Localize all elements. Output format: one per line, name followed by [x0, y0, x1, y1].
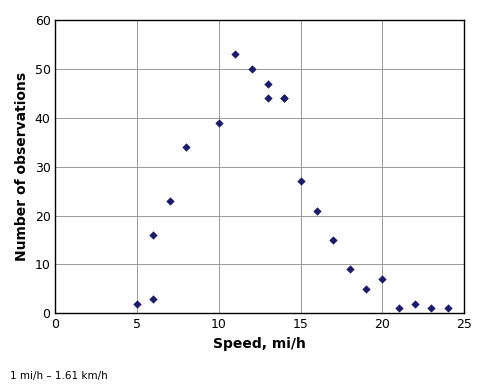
Point	[133, 300, 141, 306]
Y-axis label: Number of observations: Number of observations	[15, 72, 29, 261]
Point	[166, 198, 174, 204]
Point	[231, 51, 239, 57]
Point	[281, 95, 288, 101]
Point	[411, 300, 419, 306]
Point	[150, 296, 157, 302]
Point	[150, 232, 157, 238]
X-axis label: Speed, mi/h: Speed, mi/h	[213, 337, 306, 351]
Point	[329, 237, 337, 243]
Point	[264, 95, 272, 101]
Point	[362, 286, 370, 292]
Point	[281, 95, 288, 101]
Point	[297, 178, 304, 184]
Point	[346, 266, 354, 273]
Point	[182, 144, 190, 150]
Point	[428, 305, 435, 311]
Point	[313, 208, 321, 214]
Point	[264, 80, 272, 87]
Point	[444, 305, 451, 311]
Point	[248, 66, 256, 72]
Point	[378, 276, 386, 282]
Text: 1 mi/h – 1.61 km/h: 1 mi/h – 1.61 km/h	[10, 371, 108, 381]
Point	[215, 120, 223, 126]
Point	[395, 305, 403, 311]
